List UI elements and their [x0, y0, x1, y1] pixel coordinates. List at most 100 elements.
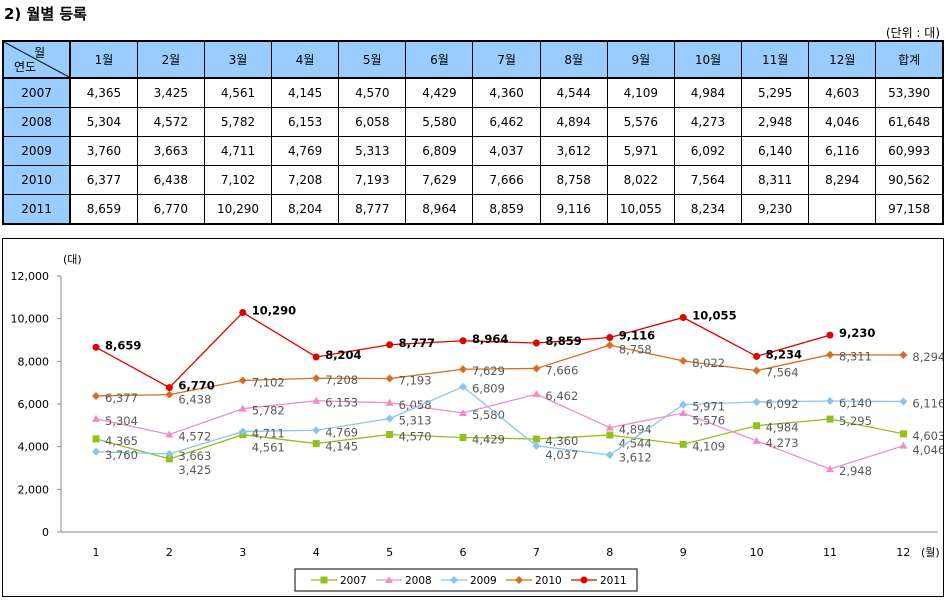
data-point [532, 435, 540, 443]
data-point [606, 431, 614, 439]
data-point [238, 376, 247, 385]
data-point [679, 409, 688, 417]
year-cell: 2007 [2, 77, 72, 108]
value-cell: 9,116 [539, 194, 608, 225]
data-point [312, 440, 320, 448]
data-label: 8,859 [545, 334, 581, 348]
data-point [826, 331, 834, 339]
data-label: 5,782 [252, 404, 285, 418]
x-tick-label: 2 [166, 546, 173, 559]
data-point [385, 398, 394, 406]
value-cell: 5,304 [69, 107, 138, 137]
value-cell: 4,769 [271, 136, 340, 166]
data-point [386, 341, 394, 349]
data-point [92, 343, 100, 351]
data-point [899, 351, 908, 360]
value-cell: 4,145 [271, 77, 340, 108]
value-cell: 8,204 [271, 194, 340, 225]
legend-marker [450, 576, 458, 584]
y-tick-label: 0 [42, 526, 49, 539]
legend-label: 2011 [600, 575, 627, 587]
data-label: 6,770 [178, 379, 214, 393]
y-tick-label: 4,000 [18, 441, 50, 454]
data-point [459, 365, 467, 374]
value-cell: 8,234 [673, 194, 743, 225]
value-cell: 4,273 [673, 107, 743, 137]
value-cell: 3,612 [539, 136, 608, 166]
legend-marker [320, 576, 328, 584]
value-cell: 7,666 [472, 165, 541, 195]
data-point [92, 391, 100, 400]
value-cell: 8,777 [338, 194, 407, 225]
data-label: 6,438 [178, 393, 211, 407]
value-cell: 4,365 [69, 77, 138, 108]
data-label: 4,894 [619, 423, 652, 437]
value-cell: 8,758 [539, 165, 608, 195]
legend-label: 2010 [535, 575, 562, 587]
data-label: 6,058 [399, 398, 432, 412]
value-cell [808, 194, 877, 225]
data-label: 7,208 [325, 373, 358, 387]
value-cell: 4,429 [405, 77, 474, 108]
data-label: 4,769 [325, 425, 358, 439]
data-label: 4,109 [692, 439, 725, 453]
data-point [826, 350, 834, 359]
data-label: 3,612 [619, 451, 652, 465]
legend: 2007 2008 2009 2010 2011 [294, 568, 638, 592]
data-label: 7,193 [399, 374, 432, 388]
data-label: 3,425 [178, 463, 211, 477]
x-tick-label: 5 [386, 546, 393, 559]
x-tick-label: 6 [460, 546, 467, 559]
data-point [679, 440, 687, 448]
data-point [752, 436, 761, 444]
value-cell: 8,311 [741, 165, 810, 195]
data-point [753, 352, 761, 360]
data-label: 4,561 [252, 440, 285, 454]
data-point [385, 414, 394, 423]
value-cell: 6,092 [673, 136, 743, 166]
value-cell: 4,572 [136, 107, 205, 137]
value-cell: 7,102 [203, 165, 273, 195]
value-cell: 4,711 [203, 136, 273, 166]
x-tick-label: 9 [680, 546, 687, 559]
data-label: 4,603 [912, 429, 943, 443]
data-label: 8,777 [399, 336, 435, 350]
monthly-registration-table: 월 연도 1월 2월 3월 4월 5월 6월 7월 8월 9월 10월 11월 12월 합계 2007 4,… [2, 40, 944, 225]
data-point [459, 408, 467, 416]
data-point [92, 414, 100, 422]
column-header: 8월 [539, 40, 608, 79]
data-label: 7,564 [766, 366, 799, 380]
value-cell: 8,964 [405, 194, 474, 225]
data-label: 4,360 [545, 434, 578, 448]
value-cell: 6,153 [271, 107, 340, 137]
value-cell: 4,984 [673, 77, 743, 108]
legend-label: 2008 [405, 575, 432, 587]
data-point [826, 465, 834, 473]
data-label: 6,462 [545, 389, 578, 403]
data-point [532, 390, 541, 398]
table-row: 2008 5,304 4,572 5,782 6,153 6,058 5,580 6,462 4… [2, 107, 944, 137]
table-header-row: 월 연도 1월 2월 3월 4월 5월 6월 7월 8월 9월 10월 11월 12월 합계 [2, 40, 944, 79]
x-tick-label: 4 [313, 546, 320, 559]
value-cell: 4,360 [472, 77, 541, 108]
value-cell: 7,629 [405, 165, 474, 195]
data-label: 6,092 [766, 397, 799, 411]
value-cell: 5,295 [741, 77, 810, 108]
data-label: 8,964 [472, 332, 508, 346]
value-cell: 6,770 [136, 194, 205, 225]
x-tick-label: 1 [93, 546, 100, 559]
data-label: 6,116 [912, 397, 943, 411]
column-header: 4월 [271, 40, 340, 79]
year-cell: 2010 [2, 165, 72, 195]
data-label: 4,984 [766, 421, 799, 435]
data-point [532, 441, 541, 450]
series-2008: 5,304 4,572 5,782 6,153 6,058 5,580 6,462 4,894… [92, 389, 945, 478]
data-point [459, 382, 467, 391]
unit-label: (단위 : 대) [885, 26, 940, 40]
column-header: 7월 [472, 40, 541, 79]
data-label: 8,659 [105, 338, 141, 352]
value-cell: 4,109 [606, 77, 675, 108]
series-2011: 8,659 6,770 10,290 8,204 8,777 8,964 8,859 9,11… [92, 303, 875, 393]
series-line [95, 344, 904, 397]
